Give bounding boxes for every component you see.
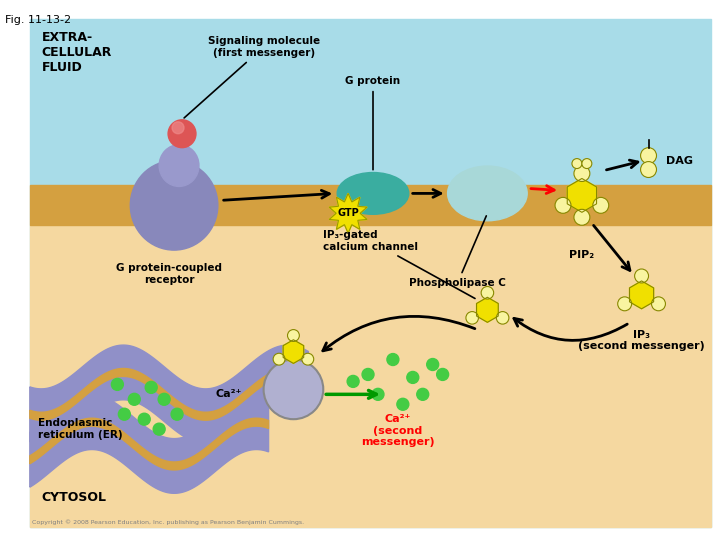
Circle shape xyxy=(481,287,494,299)
Circle shape xyxy=(347,375,359,387)
Circle shape xyxy=(287,329,300,341)
Text: Ca²⁺
(second
messenger): Ca²⁺ (second messenger) xyxy=(361,414,435,448)
Circle shape xyxy=(138,413,150,425)
Circle shape xyxy=(574,166,590,181)
Polygon shape xyxy=(283,340,304,363)
Circle shape xyxy=(555,198,571,213)
Bar xyxy=(30,225,711,526)
Circle shape xyxy=(496,312,509,324)
Text: Phospholipase C: Phospholipase C xyxy=(409,216,506,288)
Polygon shape xyxy=(329,193,367,233)
Circle shape xyxy=(362,368,374,380)
Polygon shape xyxy=(30,418,269,470)
Text: GTP: GTP xyxy=(337,208,359,218)
Circle shape xyxy=(158,393,170,406)
Circle shape xyxy=(641,161,657,178)
Circle shape xyxy=(112,379,123,390)
Text: Endoplasmic
reticulum (ER): Endoplasmic reticulum (ER) xyxy=(37,418,122,440)
Polygon shape xyxy=(30,395,269,494)
Circle shape xyxy=(572,159,582,168)
Circle shape xyxy=(652,297,665,311)
Polygon shape xyxy=(30,368,308,420)
Text: CYTOSOL: CYTOSOL xyxy=(42,491,107,504)
Circle shape xyxy=(407,372,419,383)
Circle shape xyxy=(397,399,409,410)
Text: Ca²⁺: Ca²⁺ xyxy=(215,389,242,400)
Text: G protein: G protein xyxy=(346,76,400,170)
Circle shape xyxy=(153,423,165,435)
Ellipse shape xyxy=(168,120,196,147)
Circle shape xyxy=(145,381,157,393)
Circle shape xyxy=(641,147,657,164)
Polygon shape xyxy=(629,281,654,309)
Circle shape xyxy=(436,368,449,380)
Text: Fig. 11-13-2: Fig. 11-13-2 xyxy=(5,15,71,25)
Text: Copyright © 2008 Pearson Education, Inc. publishing as Pearson Benjamin Cummings: Copyright © 2008 Pearson Education, Inc.… xyxy=(32,519,304,525)
Circle shape xyxy=(593,198,608,213)
Circle shape xyxy=(634,269,649,283)
Circle shape xyxy=(372,388,384,400)
Text: IP₃
(second messenger): IP₃ (second messenger) xyxy=(578,330,705,352)
Ellipse shape xyxy=(159,145,199,186)
Polygon shape xyxy=(567,179,597,212)
Text: G protein-coupled
receptor: G protein-coupled receptor xyxy=(116,263,222,285)
Circle shape xyxy=(387,354,399,366)
Text: IP₃-gated
calcium channel: IP₃-gated calcium channel xyxy=(323,230,475,299)
Circle shape xyxy=(273,353,285,365)
Circle shape xyxy=(427,359,438,370)
Circle shape xyxy=(264,360,323,419)
Ellipse shape xyxy=(337,172,409,214)
Circle shape xyxy=(582,159,592,168)
Text: DAG: DAG xyxy=(667,156,693,166)
Ellipse shape xyxy=(172,122,184,134)
Circle shape xyxy=(118,408,130,420)
Text: Signaling molecule
(first messenger): Signaling molecule (first messenger) xyxy=(184,36,320,118)
Text: EXTRA-
CELLULAR
FLUID: EXTRA- CELLULAR FLUID xyxy=(42,31,112,75)
Circle shape xyxy=(417,388,428,400)
Circle shape xyxy=(466,312,479,324)
Ellipse shape xyxy=(130,160,218,250)
Circle shape xyxy=(618,297,631,311)
Polygon shape xyxy=(477,297,498,322)
Circle shape xyxy=(171,408,183,420)
Bar xyxy=(30,185,711,225)
Text: PIP₂: PIP₂ xyxy=(570,250,595,260)
Ellipse shape xyxy=(448,166,527,221)
Polygon shape xyxy=(30,345,308,443)
Circle shape xyxy=(574,210,590,225)
Circle shape xyxy=(128,393,140,406)
Circle shape xyxy=(302,353,314,365)
